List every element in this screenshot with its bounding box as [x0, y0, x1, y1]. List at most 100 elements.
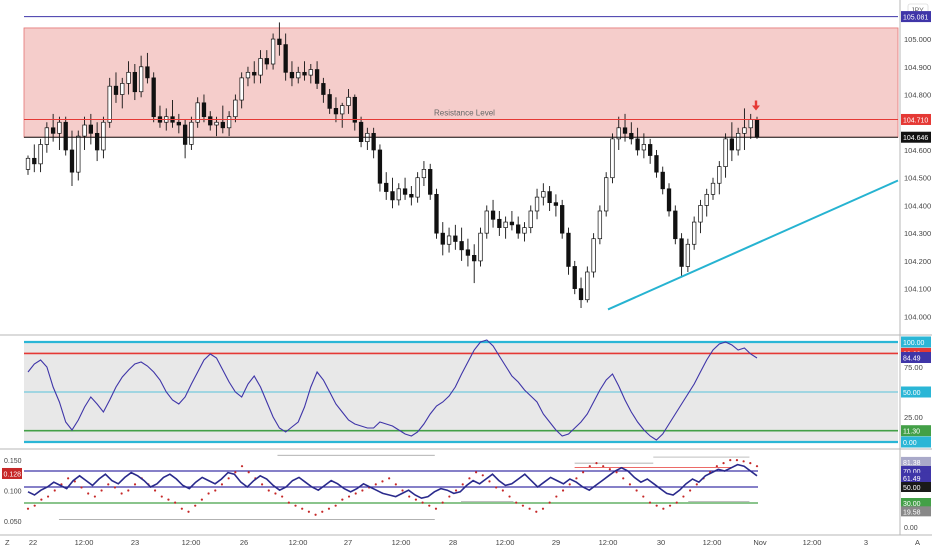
candle[interactable] [44, 127, 50, 145]
candle[interactable] [50, 127, 56, 134]
candle[interactable] [245, 71, 251, 79]
candle[interactable] [264, 58, 269, 65]
candle[interactable] [302, 71, 307, 76]
candle[interactable] [547, 191, 552, 204]
candle[interactable] [151, 77, 156, 118]
candle[interactable] [333, 108, 339, 115]
candle[interactable] [748, 119, 753, 129]
candle[interactable] [478, 232, 483, 262]
candle[interactable] [578, 288, 584, 301]
candle[interactable] [654, 155, 659, 173]
candle[interactable] [685, 243, 691, 267]
candle[interactable] [635, 138, 640, 151]
candle[interactable] [76, 135, 81, 173]
candle[interactable] [270, 38, 276, 65]
candle[interactable] [446, 235, 452, 245]
candle[interactable] [534, 196, 540, 212]
candle[interactable] [340, 105, 345, 115]
candle[interactable] [69, 149, 75, 173]
candle[interactable] [132, 71, 137, 93]
candle[interactable] [358, 121, 364, 143]
candle[interactable] [145, 66, 150, 79]
candle[interactable] [641, 144, 647, 151]
candle[interactable] [698, 205, 703, 223]
candle[interactable] [560, 205, 565, 234]
candle[interactable] [283, 44, 288, 73]
candle[interactable] [541, 191, 546, 198]
candle[interactable] [421, 169, 427, 179]
candle[interactable] [220, 121, 225, 129]
candle[interactable] [32, 157, 37, 165]
candle[interactable] [314, 69, 320, 84]
candle[interactable] [377, 149, 383, 184]
candle[interactable] [629, 132, 634, 140]
candle[interactable] [610, 138, 615, 179]
candle[interactable] [503, 221, 508, 228]
candle[interactable] [453, 235, 458, 242]
price-pane[interactable]: 105.000 104.900 104.800 104.600 104.500 104.4… [23, 3, 931, 321]
candle[interactable] [195, 102, 200, 123]
candle[interactable] [38, 144, 43, 165]
candle[interactable] [704, 193, 709, 206]
trendline[interactable] [607, 179, 899, 311]
candle[interactable] [214, 121, 219, 126]
candle[interactable] [528, 210, 533, 228]
candle[interactable] [88, 124, 93, 134]
candle[interactable] [754, 119, 760, 138]
candle[interactable] [113, 85, 119, 95]
candle[interactable] [428, 169, 433, 195]
candle[interactable] [346, 96, 351, 106]
candle[interactable] [107, 85, 112, 123]
candle[interactable] [258, 58, 263, 76]
candle[interactable] [509, 221, 515, 226]
candle[interactable] [717, 166, 722, 184]
candle[interactable] [465, 249, 471, 256]
candle[interactable] [591, 238, 596, 273]
candle[interactable] [673, 210, 678, 240]
candle[interactable] [63, 121, 68, 151]
candle[interactable] [371, 132, 376, 151]
candle[interactable] [585, 271, 590, 301]
candle[interactable] [233, 99, 238, 118]
candle[interactable] [440, 232, 445, 245]
candle[interactable] [289, 71, 295, 79]
candle[interactable] [484, 210, 489, 234]
candle[interactable] [82, 124, 87, 137]
candle[interactable] [57, 121, 62, 134]
candle[interactable] [604, 177, 609, 212]
candle[interactable] [516, 224, 521, 234]
candle[interactable] [396, 188, 401, 201]
candle[interactable] [735, 132, 741, 151]
candle[interactable] [384, 182, 389, 192]
candle[interactable] [201, 102, 207, 118]
candle[interactable] [648, 144, 653, 156]
candle[interactable] [296, 71, 301, 79]
candle[interactable] [182, 124, 188, 145]
candle[interactable] [666, 188, 672, 212]
candle[interactable] [402, 188, 408, 195]
candle[interactable] [434, 193, 439, 234]
candle[interactable] [742, 127, 747, 134]
candle[interactable] [553, 202, 559, 206]
candle[interactable] [616, 127, 621, 140]
candle[interactable] [352, 96, 357, 123]
candle[interactable] [490, 210, 496, 220]
candle[interactable] [120, 83, 125, 95]
candle[interactable] [710, 182, 716, 195]
candle[interactable] [459, 241, 464, 251]
candle[interactable] [723, 138, 728, 167]
candle[interactable] [138, 66, 144, 93]
candle[interactable] [472, 255, 477, 262]
osc1-line[interactable] [27, 339, 758, 441]
candle[interactable] [622, 127, 628, 134]
candle[interactable] [101, 121, 106, 151]
candle[interactable] [126, 71, 131, 84]
candle[interactable] [327, 94, 332, 109]
candle[interactable] [415, 177, 420, 198]
candle[interactable] [692, 221, 697, 245]
candle[interactable] [660, 171, 665, 190]
candle[interactable] [679, 238, 684, 267]
